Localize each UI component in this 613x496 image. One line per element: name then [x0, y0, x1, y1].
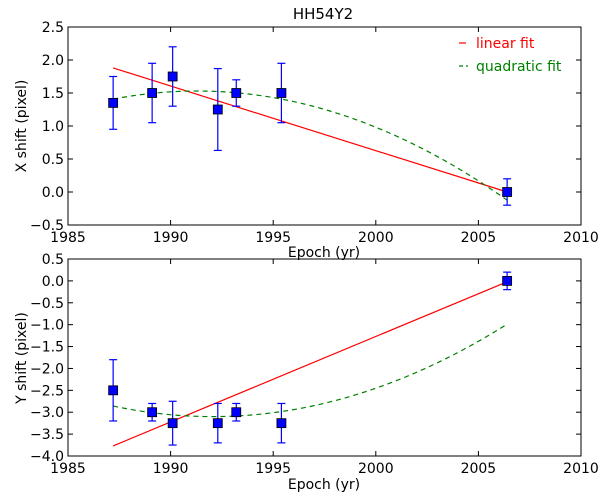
x-tick-label: 2010	[563, 461, 599, 477]
x-axis-label: Epoch (yr)	[288, 477, 360, 493]
legend-label-linear: linear fit	[476, 36, 535, 52]
y-shift-series	[108, 271, 513, 447]
data-point	[502, 275, 513, 286]
y-tick-label: −0.5	[30, 218, 64, 234]
chart-title: HH54Y2	[293, 5, 353, 23]
y-axis-label: Y shift (pixel)	[14, 312, 30, 405]
y-tick-label: 0.5	[42, 152, 64, 168]
y-tick-label: 1.5	[42, 86, 64, 102]
x-shift-x-ticks: 1985 1990 1995 2000 2005 2010	[50, 27, 599, 246]
data-point	[231, 407, 242, 418]
data-point	[147, 407, 158, 418]
x-tick-label: 2000	[358, 461, 394, 477]
data-point	[276, 418, 287, 429]
y-shift-x-ticks: 1985 1990 1995 2000 2005 2010	[50, 259, 599, 477]
x-shift-series	[108, 46, 513, 206]
quadratic-fit-curve	[113, 323, 508, 418]
data-point	[167, 71, 178, 82]
linear-fit-line	[112, 281, 508, 447]
y-shift-y-ticks: −4.0 −3.5 −3.0 −2.5 −2.0 −1.5 −1.0 −0.5 0.0 0.5	[30, 252, 581, 465]
x-tick-label: 1995	[255, 230, 291, 246]
y-shift-plot-area	[67, 258, 582, 457]
linear-fit-line	[112, 67, 508, 193]
y-tick-label: 2.0	[42, 53, 64, 69]
y-tick-label: 2.5	[42, 20, 64, 36]
y-tick-label: −1.5	[30, 340, 64, 356]
data-point	[231, 88, 242, 98]
y-tick-label: −2.5	[30, 383, 64, 399]
y-tick-label: −1.0	[30, 318, 64, 334]
x-tick-label: 1990	[153, 461, 189, 477]
data-point	[276, 88, 287, 98]
data-point	[108, 385, 119, 396]
x-axis-label: Epoch (yr)	[288, 245, 360, 261]
y-axis-label: X shift (pixel)	[14, 80, 30, 173]
x-tick-label: 1985	[50, 230, 86, 246]
data-point	[212, 104, 223, 115]
y-tick-label: 0.0	[42, 185, 64, 201]
legend-label-quadratic: quadratic fit	[476, 59, 562, 75]
data-point	[108, 98, 119, 108]
data-point	[212, 418, 223, 429]
x-shift-legend: linear fit quadratic fit	[459, 36, 562, 75]
data-point	[167, 418, 178, 429]
x-tick-label: 1995	[255, 461, 291, 477]
data-point	[147, 88, 158, 98]
y-tick-label: −3.0	[30, 405, 64, 421]
y-tick-label: 0.0	[42, 274, 64, 290]
x-shift-panel: HH54Y2 linear fit quadratic fit 1985 1990…	[14, 5, 599, 261]
quadratic-fit-curve	[113, 90, 508, 201]
x-tick-label: 1990	[153, 230, 189, 246]
data-point	[502, 187, 513, 197]
x-tick-label: 1985	[50, 461, 86, 477]
x-shift-y-ticks: −0.5 0.0 0.5 1.0 1.5 2.0 2.5	[30, 20, 581, 234]
y-tick-label: −2.0	[30, 361, 64, 377]
y-tick-label: −0.5	[30, 296, 64, 312]
y-shift-panel: 1985 1990 1995 2000 2005 2010 −4.0 −3.5 −3.0 −2.…	[14, 252, 599, 493]
x-tick-label: 2010	[563, 230, 599, 246]
y-tick-label: 0.5	[42, 252, 64, 268]
x-tick-label: 2005	[461, 461, 497, 477]
y-tick-label: −4.0	[30, 449, 64, 465]
y-tick-label: 1.0	[42, 119, 64, 135]
x-tick-label: 2000	[358, 230, 394, 246]
y-tick-label: −3.5	[30, 427, 64, 443]
x-tick-label: 2005	[461, 230, 497, 246]
